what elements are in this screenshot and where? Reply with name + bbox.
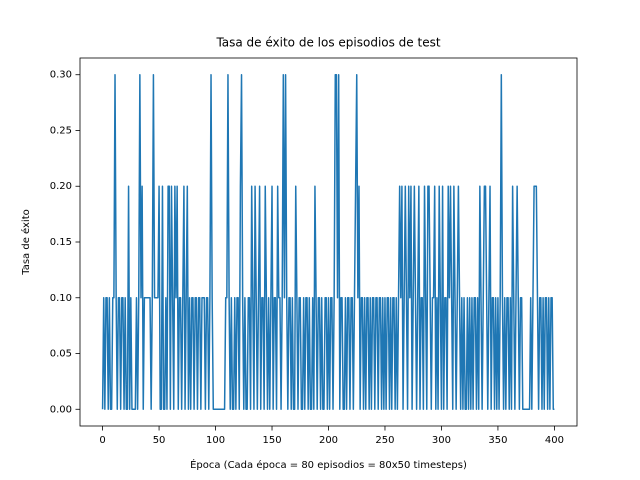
x-tick-label: 150 — [262, 435, 281, 446]
x-tick-label: 100 — [206, 435, 225, 446]
data-line — [101, 73, 555, 411]
chart-title: Tasa de éxito de los episodios de test — [215, 36, 440, 50]
x-tick-label: 350 — [488, 435, 507, 446]
y-tick-label: 0.15 — [50, 237, 72, 248]
y-axis-label: Tasa de éxito — [20, 209, 32, 276]
y-tick-label: 0.05 — [50, 349, 72, 360]
axes-frame — [79, 57, 578, 427]
x-axis-label: Época (Cada época = 80 episodios = 80x50… — [190, 458, 467, 471]
y-tick-label: 0.30 — [50, 70, 72, 81]
y-tick-label: 0.20 — [50, 181, 72, 192]
x-tick-label: 50 — [153, 435, 166, 446]
x-tick-label: 300 — [432, 435, 451, 446]
x-tick-label: 0 — [99, 435, 105, 446]
y-tick-label: 0.25 — [50, 125, 72, 136]
x-tick-label: 250 — [375, 435, 394, 446]
x-tick-label: 400 — [545, 435, 564, 446]
y-tick-label: 0.10 — [50, 293, 72, 304]
x-tick-label: 200 — [319, 435, 338, 446]
y-tick-label: 0.00 — [50, 404, 72, 415]
